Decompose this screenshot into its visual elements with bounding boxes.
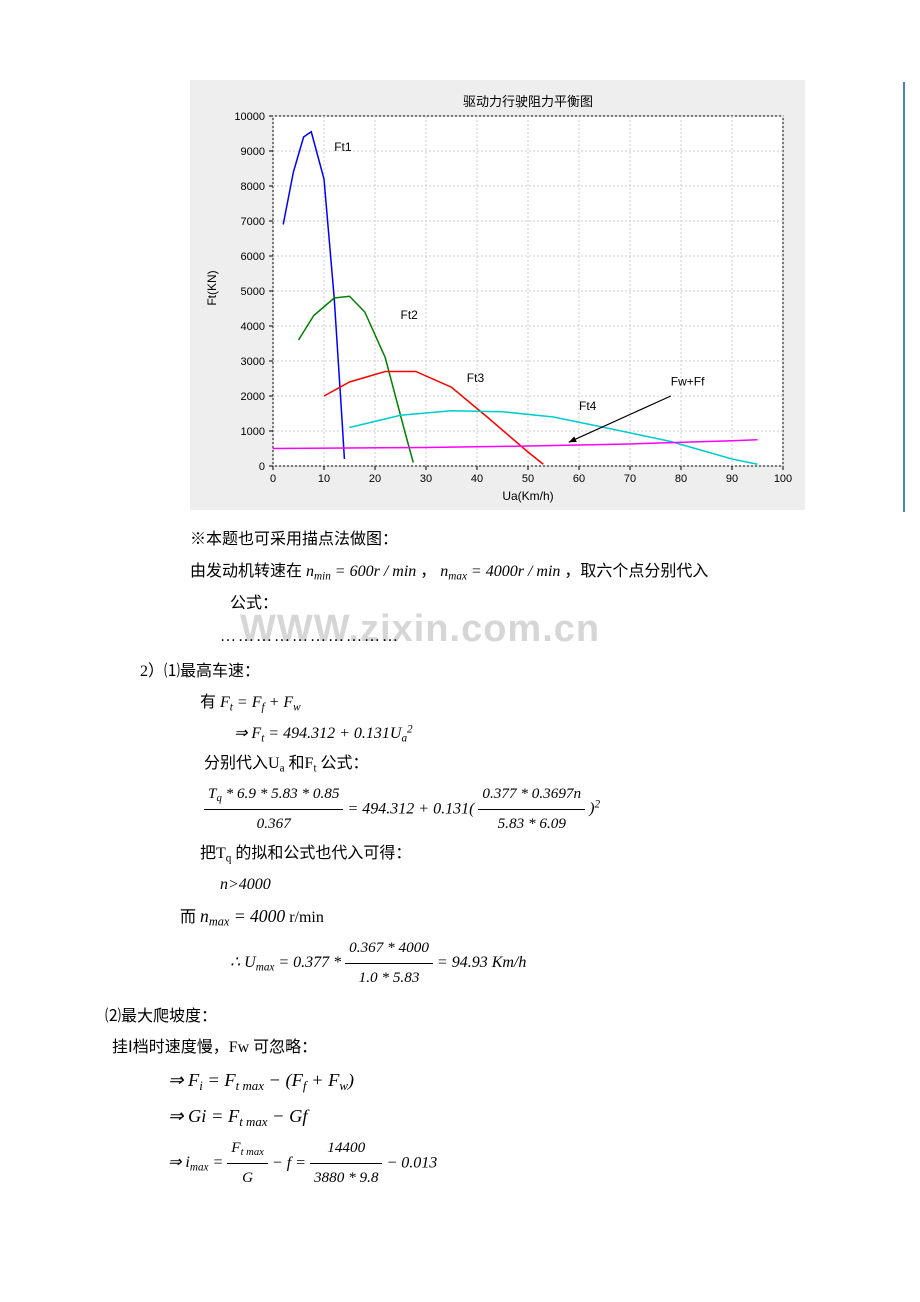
note-line2-prefix: 由发动机转速在: [190, 563, 302, 580]
sec3-math: 挂Ⅰ档时速度慢，Fw 可忽略： ⇒ Fi = Ft max − (Ff + Fw…: [148, 1033, 830, 1193]
svg-text:0: 0: [259, 461, 265, 473]
note-line1: ※本题也可采用描点法做图：: [190, 524, 830, 556]
sec2-eq1: 有 Ft = Ff + Fw: [200, 688, 830, 719]
nmax-unit: r / min: [518, 563, 561, 580]
chart-container: 驱动力行驶阻力平衡图 Ft1 Ft2 Ft3 Ft4 Fw+Ff 0 10 20 30 40 50…: [190, 80, 805, 510]
nmax-eq: = 4000: [471, 563, 518, 580]
svg-text:2000: 2000: [241, 391, 265, 403]
sec2-eq1-math: Ft = Ff + Fw: [220, 694, 301, 711]
sec2-sub-line: 分别代入Ua 和Ft 公式：: [204, 749, 830, 780]
nmax-sym: nmax: [440, 563, 467, 580]
svg-text:70: 70: [624, 473, 636, 485]
svg-text:Ft2: Ft2: [401, 308, 419, 322]
svg-text:50: 50: [522, 473, 534, 485]
svg-text:7000: 7000: [241, 216, 265, 228]
sec2-eq3-mid: = 494.312 + 0.131(: [347, 800, 474, 817]
nmax-sub: max: [448, 570, 467, 582]
nmin-n: n: [306, 563, 314, 580]
sec3-eq3-mid: − f =: [272, 1154, 310, 1171]
sec2-frac1: Tq * 6.9 * 5.83 * 0.850.367: [204, 780, 343, 839]
sec2-therefore: ∴ Umax = 0.377 *: [230, 954, 345, 971]
chart-title: 驱动力行驶阻力平衡图: [463, 94, 593, 109]
svg-text:4000: 4000: [241, 321, 265, 333]
svg-text:5000: 5000: [241, 286, 265, 298]
sec2-tq-line: 把Tq 的拟和公式也代入可得：: [200, 839, 830, 870]
svg-text:60: 60: [573, 473, 585, 485]
sec2-frac3-num: 0.367 * 4000: [345, 934, 433, 964]
sec3-frac1: Ft maxG: [227, 1134, 268, 1193]
sec3-eq1: ⇒ Fi = Ft max − (Ff + Fw): [168, 1063, 830, 1098]
page-right-border: [903, 82, 905, 512]
svg-text:6000: 6000: [241, 251, 265, 263]
sec3-frac2: 144003880 * 9.8: [310, 1134, 383, 1193]
sec2-frac1-num: Tq * 6.9 * 5.83 * 0.85: [204, 780, 343, 810]
svg-text:3000: 3000: [241, 356, 265, 368]
svg-text:Ft1: Ft1: [334, 140, 352, 154]
sec2-eq2: ⇒ Ft = 494.312 + 0.131Ua2: [234, 719, 830, 750]
sec2-math: 有 Ft = Ff + Fw ⇒ Ft = 494.312 + 0.131Ua2…: [200, 688, 830, 993]
sec2-while: 而: [180, 909, 200, 926]
svg-text:Fw+Ff: Fw+Ff: [671, 375, 705, 389]
sec2-n-result: n>4000: [220, 870, 830, 900]
sec2-frac2: 0.377 * 0.3697n5.83 * 6.09: [478, 780, 585, 839]
sec2-eq3-end: )2: [589, 800, 600, 817]
sec2-nmax-unit: r/min: [289, 909, 324, 926]
svg-text:0: 0: [270, 473, 276, 485]
note-line2-suffix: ，取六个点分别代入: [564, 563, 708, 580]
svg-text:10: 10: [318, 473, 330, 485]
svg-text:9000: 9000: [241, 146, 265, 158]
nmin-eq: = 600: [335, 563, 374, 580]
note-line2: 由发动机转速在 nmin = 600r / min ， nmax = 4000r…: [190, 556, 830, 588]
nmin-sub: min: [314, 570, 331, 582]
svg-text:100: 100: [774, 473, 792, 485]
sec3-frac2-num: 14400: [310, 1134, 383, 1164]
sec3-frac2-den: 3880 * 9.8: [310, 1164, 383, 1193]
sec2-has: 有: [200, 694, 216, 711]
sec2-frac2-num: 0.377 * 0.3697n: [478, 780, 585, 810]
comma1: ，: [420, 563, 436, 580]
sec3-line1: 挂Ⅰ档时速度慢，Fw 可忽略：: [112, 1033, 830, 1063]
svg-text:30: 30: [420, 473, 432, 485]
chart-xlabel: Ua(Km/h): [502, 489, 553, 503]
nmin-sym: nmin: [306, 563, 331, 580]
svg-text:40: 40: [471, 473, 483, 485]
note-block: ※本题也可采用描点法做图： 由发动机转速在 nmin = 600r / min …: [190, 524, 830, 620]
sec2-umax: ∴ Umax = 0.377 * 0.367 * 40001.0 * 5.83 …: [230, 934, 830, 993]
section-2: 2）⑴最高车速： 有 Ft = Ff + Fw ⇒ Ft = 494.312 +…: [140, 656, 830, 1193]
svg-text:Ft4: Ft4: [579, 399, 597, 413]
sec2-nmax: nmax = 4000: [200, 906, 285, 926]
chart-svg: 驱动力行驶阻力平衡图 Ft1 Ft2 Ft3 Ft4 Fw+Ff 0 10 20 30 40 50…: [198, 88, 798, 508]
svg-text:Ft3: Ft3: [467, 371, 485, 385]
sec2-frac2-den: 5.83 * 6.09: [478, 810, 585, 839]
nmin-unit: r / min: [374, 563, 417, 580]
sec3-eq3: ⇒ imax = Ft maxG − f = 144003880 * 9.8 −…: [168, 1134, 830, 1193]
sec2-umax-result: = 94.93 Km/h: [437, 954, 526, 971]
note-dots: …………………………: [220, 628, 830, 646]
sec3-frac1-den: G: [227, 1164, 268, 1193]
sec2-frac1-den: 0.367: [204, 810, 343, 839]
svg-text:20: 20: [369, 473, 381, 485]
sec2-heading: 2）⑴最高车速：: [140, 656, 830, 688]
sec2-frac3-den: 1.0 * 5.83: [345, 964, 433, 993]
sec3-eq3-lead: ⇒ imax =: [168, 1154, 227, 1171]
sec3-eq3-end: − 0.013: [386, 1154, 437, 1171]
svg-text:8000: 8000: [241, 181, 265, 193]
sec3-eq2: ⇒ Gi = Ft max − Gf: [168, 1099, 830, 1134]
note-line3: 公式：: [230, 588, 830, 620]
page-content: 驱动力行驶阻力平衡图 Ft1 Ft2 Ft3 Ft4 Fw+Ff 0 10 20 30 40 50…: [180, 80, 830, 1193]
sec3-heading: ⑵最大爬坡度：: [105, 1001, 830, 1033]
sec2-nmax-line: 而 nmax = 4000 r/min: [180, 900, 830, 934]
svg-text:80: 80: [675, 473, 687, 485]
svg-text:1000: 1000: [241, 426, 265, 438]
svg-text:90: 90: [726, 473, 738, 485]
sec2-frac3: 0.367 * 40001.0 * 5.83: [345, 934, 433, 993]
sec2-eq3: Tq * 6.9 * 5.83 * 0.850.367 = 494.312 + …: [204, 780, 830, 839]
sec3-line1-txt: 挂Ⅰ档时速度慢，Fw 可忽略：: [112, 1039, 317, 1056]
chart-ylabel: Ft(KN): [205, 270, 219, 305]
svg-text:10000: 10000: [234, 111, 265, 123]
sec3-frac1-num: Ft max: [227, 1134, 268, 1164]
